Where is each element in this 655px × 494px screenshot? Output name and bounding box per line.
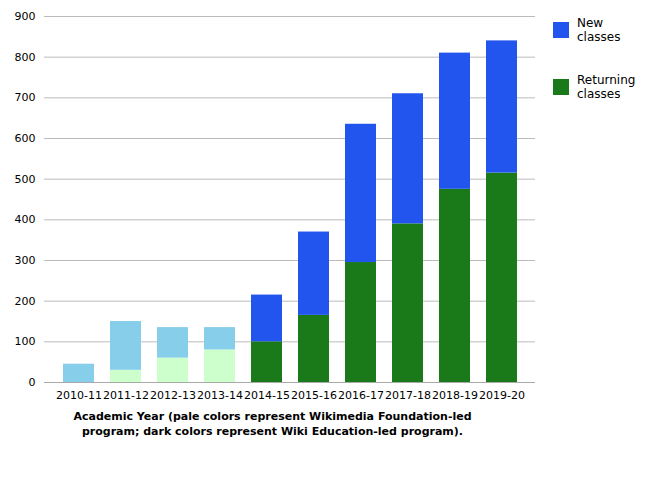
html-text:Returning classes: Returning classes <box>577 72 636 102</box>
svg-text:600: 600 <box>15 132 36 145</box>
svg-text:2010-11: 2010-11 <box>56 389 102 402</box>
svg-text:100: 100 <box>15 335 36 348</box>
svg-text:900: 900 <box>15 10 36 23</box>
svg-text:400: 400 <box>15 213 36 226</box>
html-text:Academic Year (pale colors rep: Academic Year (pale colors represent Wik… <box>73 410 472 438</box>
svg-text:700: 700 <box>15 91 36 104</box>
svg-text:2017-18: 2017-18 <box>385 389 431 402</box>
svg-text:2012-13: 2012-13 <box>150 389 196 402</box>
html-text:New classes: New classes <box>577 16 621 45</box>
svg-text:2018-19: 2018-19 <box>432 389 478 402</box>
svg-text:2016-17: 2016-17 <box>338 389 384 402</box>
svg-text:2015-16: 2015-16 <box>291 389 337 402</box>
svg-text:800: 800 <box>15 51 36 64</box>
svg-text:2014-15: 2014-15 <box>244 389 290 402</box>
svg-text:2011-12: 2011-12 <box>103 389 149 402</box>
svg-text:0: 0 <box>29 376 36 389</box>
svg-text:300: 300 <box>15 254 36 267</box>
svg-text:2013-14: 2013-14 <box>197 389 243 402</box>
svg-text:500: 500 <box>15 173 36 186</box>
svg-text:2019-20: 2019-20 <box>479 389 525 402</box>
svg-text:200: 200 <box>15 295 36 308</box>
